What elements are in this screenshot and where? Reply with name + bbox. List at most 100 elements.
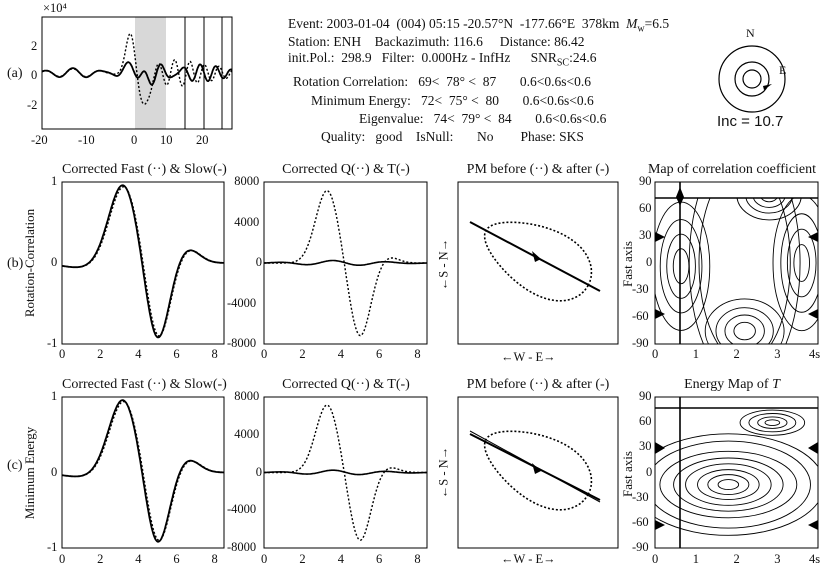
row-c-ylabel: Minimum Energy	[22, 426, 37, 520]
map-xtick: 0	[652, 552, 659, 566]
row-label-b: (b)	[7, 256, 24, 271]
correlation-contours	[655, 198, 818, 344]
time-xtick: 6	[173, 552, 180, 566]
inc-label: Inc = 10.7	[717, 113, 784, 130]
eigen-line: Eigenvalue: 74< 79° < 84 0.6<0.6s<0.6	[359, 111, 607, 126]
stereonet	[718, 45, 786, 113]
row-b-title-2: Corrected Q(··) & T(-)	[282, 162, 410, 177]
contour-line	[733, 321, 756, 341]
map-ytick: -90	[632, 540, 649, 554]
map-ytick: 30	[639, 439, 652, 454]
station-line: Station: ENH Backazimuth: 116.6 Distance…	[288, 34, 585, 49]
contour-line	[666, 233, 696, 299]
time-xtick: 6	[173, 347, 180, 361]
t-trace	[264, 259, 427, 266]
map-frame-b	[654, 181, 819, 345]
map-ytick: 60	[639, 414, 652, 429]
row-c-title-4-italic: T	[772, 377, 780, 392]
q-trace	[264, 189, 427, 337]
contour-line	[760, 198, 778, 203]
pm-frame-b	[457, 181, 619, 345]
amplitude-ytick: 0	[51, 464, 58, 479]
contour-line	[672, 248, 690, 285]
map-xtick: 2	[733, 552, 740, 566]
contour-line	[724, 314, 765, 344]
amplitude-ytick: -1	[47, 336, 58, 350]
error-markers	[676, 187, 684, 206]
map-xtick: 4s	[809, 552, 821, 566]
panel-a-xtick: 0	[131, 133, 138, 147]
fast-trace	[61, 186, 224, 337]
fast-trace	[61, 400, 224, 542]
pm-star	[532, 251, 541, 262]
contour-line	[780, 213, 818, 313]
slow-trace	[61, 399, 224, 543]
map-ytick: 90	[639, 389, 652, 403]
seismogram-panel-a	[41, 16, 233, 130]
time-xtick: 0	[59, 552, 66, 566]
contour-line	[748, 413, 797, 433]
t-trace	[264, 469, 427, 476]
mw-sub: w	[637, 23, 645, 35]
amplitude-ytick: 0	[51, 255, 58, 269]
panel-a-ytick: -2	[27, 98, 38, 112]
event-label: Event:	[288, 16, 324, 31]
quality-line: Quality: good IsNull: No Phase: SKS	[321, 129, 584, 144]
row-b-title-3: PM before (··) & after (-)	[466, 162, 610, 177]
time-xtick: 4	[337, 347, 344, 361]
time-xtick: 2	[299, 347, 306, 361]
row-b-ylabel: Rotation-Correlation	[22, 208, 37, 318]
qt-ytick: 8000	[234, 174, 260, 188]
row-c-title-4-prefix: Energy Map of	[684, 377, 773, 392]
time-xtick: 2	[299, 552, 306, 566]
qt-ytick: -4000	[227, 502, 257, 517]
qt-ytick: 0	[255, 464, 263, 479]
time-xtick: 6	[376, 552, 383, 566]
contour-line	[736, 198, 802, 221]
map-ytick: 30	[639, 228, 652, 242]
initpol-line: init.Pol.: 298.9 Filter: 0.000Hz - InfHz…	[288, 50, 597, 71]
contour-line	[707, 474, 750, 495]
analysis-window-shade	[135, 17, 166, 129]
map-ytick: 0	[646, 255, 653, 269]
panel-a-ytick: 0	[31, 68, 38, 82]
snr-sub: SC	[556, 57, 570, 69]
map-xtick: 1	[692, 552, 699, 566]
row-b-title-1: Corrected Fast (··) & Slow(-)	[62, 162, 227, 177]
contour-line	[757, 416, 788, 429]
north-label: N	[746, 26, 755, 40]
row-c-title-2: Corrected Q(··) & T(-)	[282, 377, 410, 392]
mw-value: =6.5	[644, 16, 670, 31]
contour-line	[786, 228, 817, 298]
row-c-title-1: Corrected Fast (··) & Slow(-)	[62, 377, 227, 392]
qt-ytick: 4000	[234, 214, 260, 229]
time-xtick: 2	[97, 552, 104, 566]
contour-line	[688, 198, 801, 344]
contour-line	[673, 457, 784, 512]
contour-line	[764, 419, 781, 426]
qt-ytick: 0	[255, 255, 263, 269]
time-xtick: 0	[261, 552, 268, 566]
panel-a-xtick: -10	[78, 133, 95, 147]
mw-label: M	[626, 16, 638, 31]
map-ytick: -30	[632, 489, 649, 504]
time-xtick: 8	[414, 552, 421, 566]
map-frame-c	[654, 396, 819, 549]
map-ytick: -60	[632, 309, 649, 323]
pm-xlabel-b: ←W - E→	[501, 350, 556, 364]
snr-value: :24.6	[569, 50, 597, 65]
energy-contours	[655, 409, 818, 536]
qt-ytick: 4000	[234, 426, 260, 441]
q-trace	[264, 404, 427, 541]
map-ytick: -60	[632, 514, 649, 529]
contour-line	[752, 198, 786, 208]
contour-line	[717, 479, 740, 491]
east-label: E	[779, 63, 787, 77]
contour-line	[739, 409, 806, 436]
amplitude-ytick: 1	[51, 174, 58, 188]
panel-a-xtick: -20	[31, 133, 48, 147]
map-ytick: 60	[639, 201, 652, 215]
time-xtick: 4	[135, 347, 142, 361]
time-xtick: 2	[97, 347, 104, 361]
